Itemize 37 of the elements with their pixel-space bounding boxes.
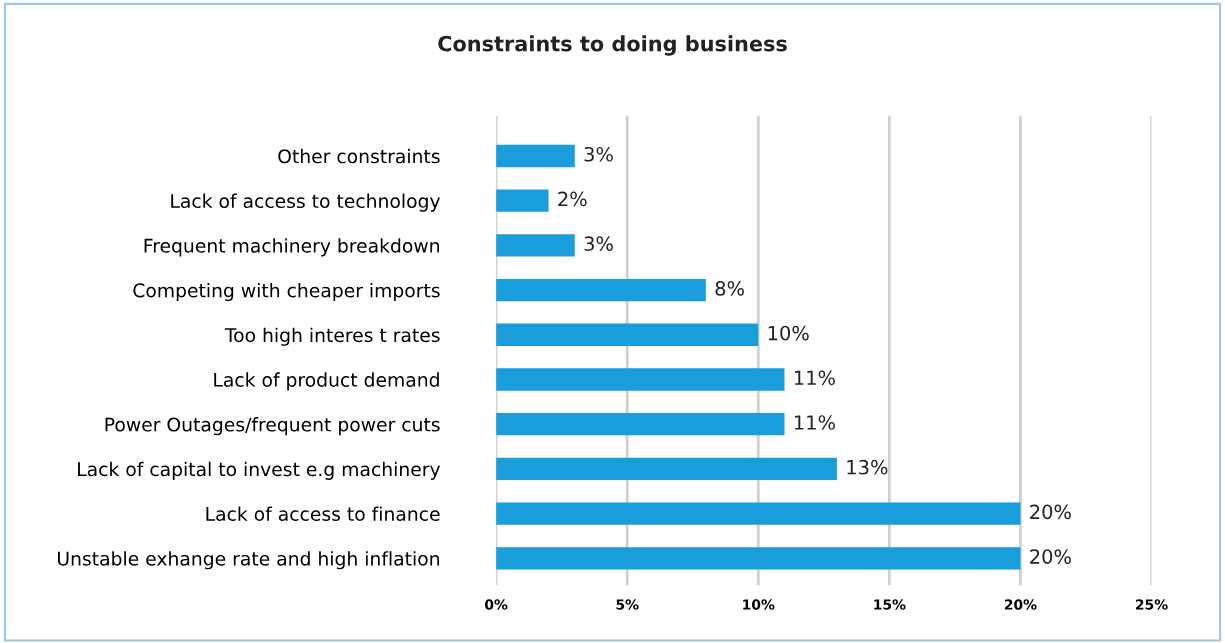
x-tick-label: 10% — [743, 599, 775, 610]
data-label: 10% — [768, 325, 809, 341]
bar — [496, 413, 785, 436]
y-tick-label: Unstable exhange rate and high inflation — [57, 551, 439, 570]
bar — [496, 189, 549, 212]
data-label: 11% — [794, 415, 835, 430]
data-label: 3% — [584, 146, 613, 162]
data-label: 20% — [1030, 549, 1071, 564]
y-tick-label: Other constraints — [278, 148, 440, 164]
y-tick-label: Power Outages/frequent power cuts — [105, 417, 440, 436]
y-tick-label: Lack of product demand — [214, 372, 439, 391]
y-tick-label: Lack of access to finance — [206, 506, 440, 521]
data-label: 13% — [847, 459, 888, 475]
y-tick-label: Lack of access to technology — [171, 193, 441, 212]
x-tick-label: 0% — [485, 599, 508, 610]
chart-title: Constraints to doing business — [438, 35, 787, 56]
x-tick-label: 15% — [874, 599, 906, 610]
y-tick-label: Frequent machinery breakdown — [144, 238, 439, 257]
data-label: 3% — [584, 236, 613, 252]
bar — [496, 457, 837, 481]
data-label: 11% — [794, 370, 835, 386]
data-label: 2% — [558, 191, 587, 207]
bar — [496, 144, 575, 168]
bar — [496, 368, 785, 391]
x-tick-label: 20% — [1004, 599, 1037, 610]
bar — [496, 547, 1021, 570]
bar — [496, 234, 575, 257]
data-label: 20% — [1030, 504, 1071, 520]
bar — [496, 278, 706, 302]
y-tick-label: Lack of capital to invest e.g machinery — [78, 461, 441, 480]
bar — [496, 323, 759, 346]
x-tick-label: 5% — [616, 599, 639, 610]
y-tick-label: Competing with cheaper imports — [133, 282, 440, 302]
bar — [496, 502, 1021, 525]
x-tick-label: 25% — [1135, 599, 1168, 610]
data-label: 8% — [715, 281, 744, 296]
y-tick-label: Too high interes t rates — [224, 327, 440, 346]
